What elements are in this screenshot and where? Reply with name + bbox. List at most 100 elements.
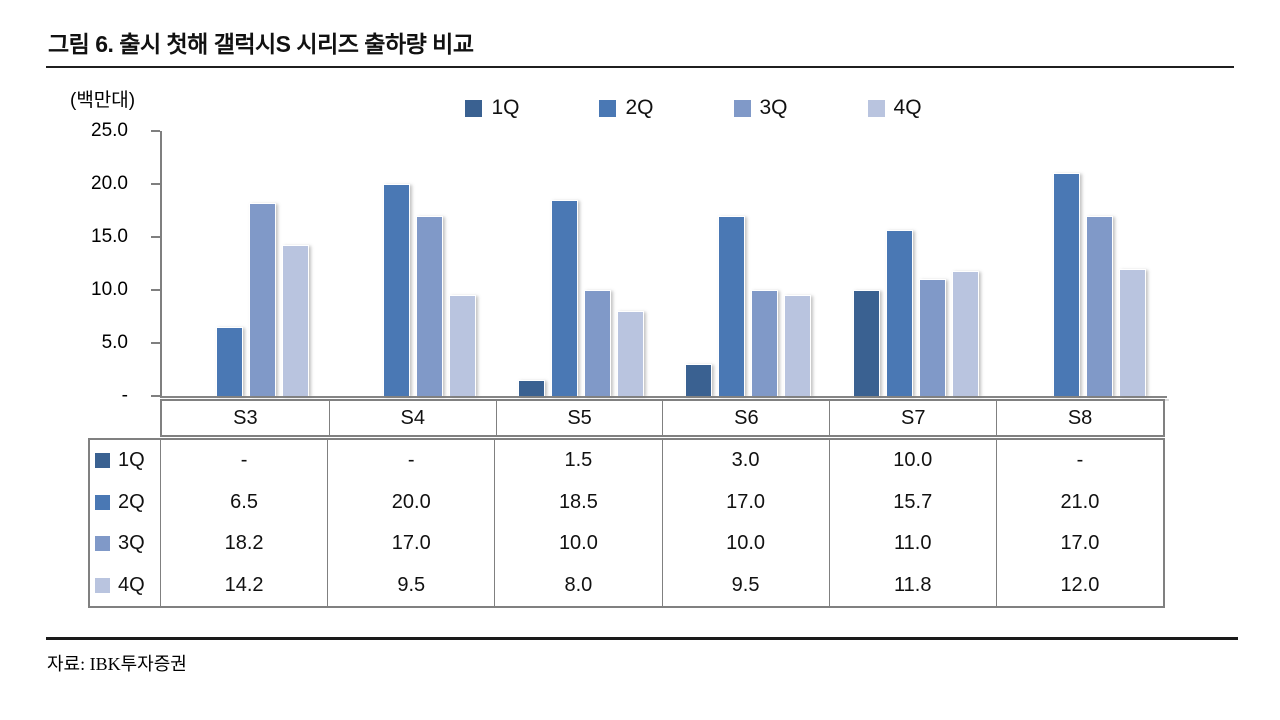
bar-slot-s8-4q: [1119, 131, 1147, 396]
chart-legend: 1Q 2Q 3Q 4Q: [160, 96, 1165, 120]
data-table-header-row: S3 S4 S5 S6 S7 S8: [160, 399, 1165, 437]
y-tick-mark: [151, 342, 160, 344]
legend-swatch-4q: [867, 99, 885, 117]
y-tick-mark: [151, 395, 160, 397]
table-cell-s7-3q: 11.0: [828, 523, 996, 565]
bar-s7-1q: [852, 290, 880, 396]
bar-group-s6: [665, 131, 833, 396]
legend-swatch-1q: [465, 99, 483, 117]
table-header-s5: S5: [495, 401, 663, 435]
bar-slot-s4-4q: [449, 131, 477, 396]
table-header-s3: S3: [233, 406, 258, 429]
bar-slot-s4-2q: [383, 131, 411, 396]
bar-slot-s7-3q: [918, 131, 946, 396]
bar-s5-1q: [517, 380, 545, 396]
table-cell-s3-3q: 18.2: [160, 523, 327, 565]
title-divider: [46, 66, 1234, 68]
bar-groups: [162, 131, 1167, 396]
y-tick-label: 20.0: [91, 173, 128, 194]
bar-slot-s8-1q: [1020, 131, 1047, 396]
table-header-s7: S7: [829, 401, 996, 435]
legend-swatch-2q: [599, 99, 617, 117]
table-cell-s5-4q: 8.0: [494, 564, 661, 606]
bar-s3-3q: [248, 203, 276, 396]
bar-s4-3q: [416, 215, 444, 396]
table-header-s8: S8: [996, 401, 1163, 435]
figure-title: 그림 6. 출시 첫해 갤럭시S 시리즈 출하량 비교: [48, 31, 474, 57]
bar-s7-3q: [918, 279, 946, 396]
bar-slot-s5-2q: [550, 131, 578, 396]
table-header-s4: S4: [328, 401, 496, 435]
source-note: 자료: IBK투자증권: [47, 654, 187, 674]
table-cell-s5-3q: 10.0: [494, 523, 661, 565]
legend-label-3q: 3Q: [759, 96, 788, 119]
bar-slot-s5-4q: [616, 131, 644, 396]
legend-item-4q: 4Q: [867, 96, 922, 120]
bar-slot-s3-2q: [215, 131, 243, 396]
table-swatch-2q: [95, 494, 110, 510]
bar-s3-4q: [281, 245, 309, 396]
bar-group-s3: [162, 131, 330, 396]
bar-s4-2q: [383, 184, 411, 396]
bar-group-s8: [1000, 131, 1168, 396]
bar-slot-s7-1q: [852, 131, 880, 396]
bar-slot-s8-2q: [1053, 131, 1081, 396]
bar-s5-2q: [550, 199, 578, 396]
bar-slot-s4-1q: [350, 131, 377, 396]
table-cell-s5-2q: 18.5: [494, 481, 661, 523]
y-tick-label: 25.0: [91, 120, 128, 141]
chart-plot-area: [151, 130, 1169, 401]
table-cell-s6-2q: 17.0: [661, 481, 829, 523]
bar-group-s4: [330, 131, 498, 396]
bar-s4-4q: [449, 295, 477, 396]
table-row-label-1q: 1Q: [90, 440, 160, 482]
table-header-s6: S6: [662, 401, 829, 435]
bar-s8-3q: [1086, 215, 1114, 396]
table-cell-s4-2q: 20.0: [327, 481, 494, 523]
bar-s6-4q: [784, 295, 812, 396]
table-row-label-text: 4Q: [118, 573, 145, 596]
table-cell-s7-4q: 11.8: [828, 564, 996, 606]
legend-label-1q: 1Q: [491, 96, 520, 119]
table-row-label-2q: 2Q: [90, 482, 160, 524]
bar-slot-s6-1q: [685, 131, 713, 396]
bar-s6-1q: [685, 364, 713, 396]
bar-slot-s7-2q: [885, 131, 913, 396]
bar-slot-s6-2q: [718, 131, 746, 396]
table-cell-s6-3q: 10.0: [661, 523, 829, 565]
table-swatch-3q: [95, 536, 110, 552]
bar-slot-s5-1q: [517, 131, 545, 396]
table-cell-s8-2q: 21.0: [995, 481, 1163, 523]
bar-slot-s8-3q: [1086, 131, 1114, 396]
bar-slot-s3-1q: [183, 131, 210, 396]
bar-s5-3q: [583, 290, 611, 396]
table-row-label-text: 1Q: [118, 449, 145, 472]
bar-s5-4q: [616, 311, 644, 396]
table-row-label-3q: 3Q: [90, 523, 160, 565]
y-tick-mark: [151, 130, 160, 132]
y-tick-label: 10.0: [91, 279, 128, 300]
table-cell-s8-4q: 12.0: [995, 564, 1163, 606]
legend-item-2q: 2Q: [599, 96, 654, 120]
table-cell-s4-1q: -: [327, 440, 494, 482]
bar-group-s5: [497, 131, 665, 396]
table-row-label-4q: 4Q: [90, 565, 160, 607]
bar-slot-s6-4q: [784, 131, 812, 396]
legend-label-2q: 2Q: [625, 96, 654, 119]
table-swatch-4q: [95, 577, 110, 593]
table-cell-s3-1q: -: [160, 440, 327, 482]
y-tick-label: 5.0: [101, 332, 128, 353]
y-tick-mark: [151, 289, 160, 291]
bar-group-s7: [832, 131, 1000, 396]
table-cell-s3-2q: 6.5: [160, 481, 327, 523]
y-tick-mark: [151, 236, 160, 238]
table-cell-s4-4q: 9.5: [327, 564, 494, 606]
bar-s8-4q: [1119, 268, 1147, 396]
bar-s7-4q: [951, 270, 979, 396]
legend-label-4q: 4Q: [893, 96, 922, 119]
bar-slot-s6-3q: [751, 131, 779, 396]
table-cell-s6-1q: 3.0: [661, 440, 829, 482]
table-cell-s4-3q: 17.0: [327, 523, 494, 565]
bar-slot-s4-3q: [416, 131, 444, 396]
